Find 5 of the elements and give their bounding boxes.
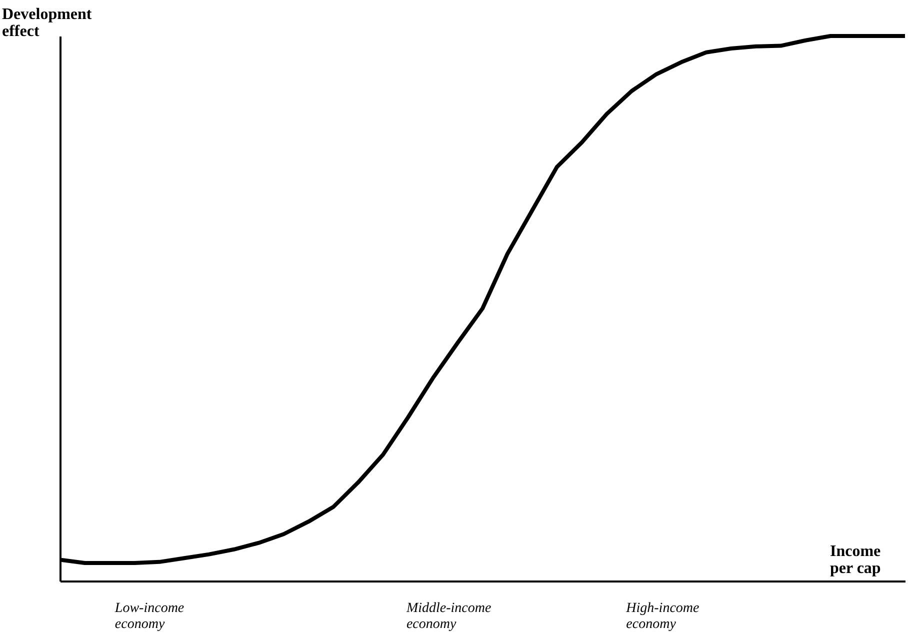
x-axis-title: Income per cap: [830, 543, 881, 577]
text: Middle-income economy: [405, 601, 492, 632]
y-axis-title: Development effect: [2, 6, 92, 40]
text: High-income economy: [625, 601, 700, 632]
text: Low-income economy: [114, 601, 184, 632]
